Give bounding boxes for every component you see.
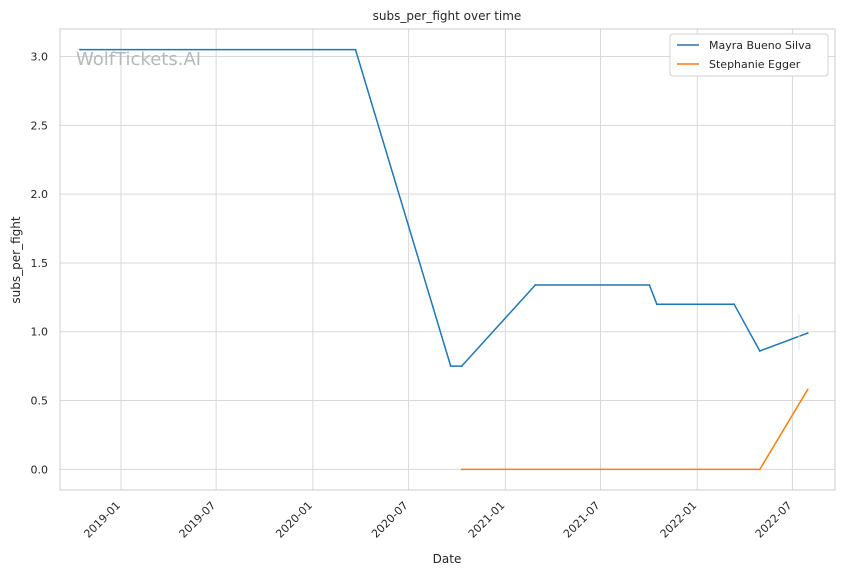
data-point-mayra-bueno-silva <box>449 365 452 367</box>
data-point-mayra-bueno-silva <box>648 284 651 286</box>
data-point-mayra-bueno-silva <box>655 303 658 306</box>
y-tick-label: 1.0 <box>31 326 49 339</box>
data-point-stephanie-egger <box>758 468 761 471</box>
y-tick-label: 2.5 <box>31 119 49 132</box>
legend-label-mayra-bueno-silva: Mayra Bueno Silva <box>709 39 811 52</box>
y-tick-label: 1.5 <box>31 257 49 270</box>
data-point-mayra-bueno-silva <box>733 303 735 306</box>
grid-lines <box>60 29 835 490</box>
data-point-mayra-bueno-silva <box>758 350 761 352</box>
data-point-mayra-bueno-silva <box>79 48 81 51</box>
data-point-stephanie-egger <box>806 388 809 391</box>
series-layer <box>79 48 809 471</box>
y-tick-label: 2.0 <box>31 188 49 201</box>
chart-title: subs_per_fight over time <box>373 9 522 23</box>
x-axis-label: Date <box>433 552 462 566</box>
data-point-mayra-bueno-silva <box>806 332 809 334</box>
series-line-mayra-bueno-silva <box>80 48 808 367</box>
watermark: WolfTickets.AI <box>76 49 201 70</box>
data-point-stephanie-egger <box>460 468 463 471</box>
y-tick-label: 0.5 <box>31 395 49 408</box>
data-point-mayra-bueno-silva <box>534 284 537 286</box>
legend-label-stephanie-egger: Stephanie Egger <box>709 58 801 71</box>
data-point-mayra-bueno-silva <box>354 48 357 51</box>
data-point-mayra-bueno-silva <box>460 365 463 367</box>
y-axis-label: subs_per_fight <box>9 216 23 303</box>
plot-area-frame <box>59 28 836 491</box>
legend-box <box>669 33 829 77</box>
y-tick-label: 3.0 <box>31 51 49 64</box>
y-tick-label: 0.0 <box>31 463 49 476</box>
legend: Mayra Bueno Silva Stephanie Egger <box>669 33 829 77</box>
